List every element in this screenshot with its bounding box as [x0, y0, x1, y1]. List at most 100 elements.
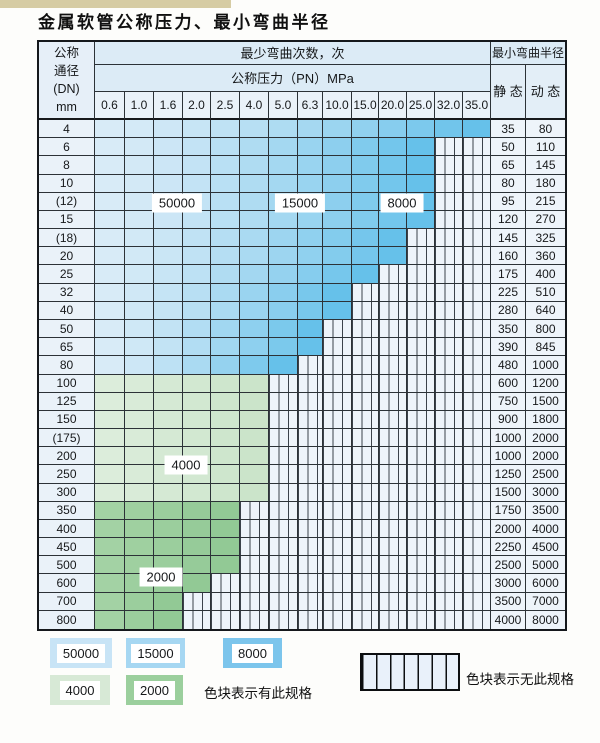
static-radius-value: 80	[491, 174, 526, 193]
unavailable-spec-cell	[379, 283, 407, 302]
available-spec-cell	[125, 519, 154, 539]
available-spec-cell	[154, 410, 183, 430]
unavailable-spec-cell	[379, 447, 407, 466]
available-spec-cell	[269, 174, 298, 193]
unavailable-spec-cell	[407, 410, 435, 430]
available-spec-cell	[211, 429, 240, 448]
unavailable-spec-cell	[379, 483, 407, 502]
available-spec-cell	[269, 301, 298, 320]
cycle-count-label: 8000	[380, 193, 424, 213]
available-spec-cell	[125, 319, 154, 339]
available-spec-cell	[154, 301, 183, 320]
pressure-column-header: 15.0	[352, 92, 379, 120]
available-spec-cell	[211, 501, 240, 520]
available-spec-cell	[269, 156, 298, 175]
available-spec-cell	[125, 338, 154, 357]
available-spec-cell	[183, 120, 211, 139]
available-spec-cell	[323, 247, 352, 266]
unavailable-spec-cell	[435, 429, 463, 448]
unavailable-spec-cell	[435, 301, 463, 320]
available-spec-cell	[183, 483, 211, 502]
pressure-column-header: 2.0	[183, 92, 211, 120]
unavailable-spec-cell	[323, 556, 352, 575]
unavailable-spec-cell	[407, 519, 435, 539]
available-spec-cell	[95, 229, 125, 248]
unavailable-spec-cell	[240, 519, 269, 539]
unavailable-spec-cell	[435, 465, 463, 484]
available-spec-cell	[352, 192, 379, 211]
available-spec-cell	[125, 374, 154, 393]
available-spec-cell	[95, 465, 125, 484]
available-spec-cell	[95, 356, 125, 375]
unavailable-spec-cell	[379, 265, 407, 284]
static-radius-value: 175	[491, 265, 526, 284]
unavailable-spec-cell	[298, 374, 323, 393]
static-radius-value: 95	[491, 192, 526, 211]
available-spec-cell	[154, 610, 183, 629]
static-radius-value: 65	[491, 156, 526, 175]
unavailable-spec-cell	[435, 483, 463, 502]
available-spec-cell	[298, 265, 323, 284]
row-dn-label: 10	[39, 174, 95, 193]
dynamic-radius-value: 360	[526, 247, 565, 266]
unavailable-spec-cell	[352, 392, 379, 411]
unavailable-spec-cell	[240, 610, 269, 629]
available-spec-cell	[298, 338, 323, 357]
available-spec-cell	[211, 138, 240, 157]
pressure-column-header: 2.5	[211, 92, 240, 120]
corner-line-1: 公称	[53, 46, 79, 60]
unavailable-spec-cell	[435, 410, 463, 430]
unavailable-spec-cell	[407, 574, 435, 593]
static-radius-value: 160	[491, 247, 526, 266]
available-spec-cell	[240, 138, 269, 157]
static-radius-value: 225	[491, 283, 526, 302]
unavailable-spec-cell	[352, 465, 379, 484]
static-radius-value: 145	[491, 229, 526, 248]
dynamic-radius-value: 80	[526, 120, 565, 139]
available-spec-cell	[352, 247, 379, 266]
dynamic-radius-value: 8000	[526, 610, 565, 629]
unavailable-spec-cell	[269, 501, 298, 520]
bend-cycles-header: 最少弯曲次数，次	[95, 42, 491, 65]
static-radius-value: 600	[491, 374, 526, 393]
unavailable-spec-cell	[463, 519, 491, 539]
available-spec-cell	[269, 138, 298, 157]
available-spec-cell	[154, 265, 183, 284]
available-spec-cell	[125, 192, 154, 211]
row-dn-label: 50	[39, 319, 95, 339]
available-spec-cell	[154, 247, 183, 266]
available-spec-cell	[352, 120, 379, 139]
unavailable-spec-cell	[379, 338, 407, 357]
available-spec-cell	[379, 120, 407, 139]
unavailable-spec-cell	[435, 283, 463, 302]
dynamic-radius-value: 2000	[526, 429, 565, 448]
available-spec-cell	[240, 210, 269, 230]
available-spec-cell	[211, 556, 240, 575]
unavailable-spec-cell	[352, 338, 379, 357]
pressure-column-header: 20.0	[379, 92, 407, 120]
pressure-column-header: 4.0	[240, 92, 269, 120]
unavailable-spec-cell	[463, 410, 491, 430]
unavailable-spec-cell	[463, 229, 491, 248]
available-spec-cell	[154, 283, 183, 302]
available-spec-cell	[211, 465, 240, 484]
unavailable-spec-cell	[298, 429, 323, 448]
unavailable-spec-cell	[323, 610, 352, 629]
unavailable-spec-cell	[323, 356, 352, 375]
unavailable-spec-cell	[407, 592, 435, 611]
unavailable-spec-cell	[435, 447, 463, 466]
row-dn-label: 25	[39, 265, 95, 284]
row-dn-label: 700	[39, 592, 95, 611]
static-radius-value: 480	[491, 356, 526, 375]
unavailable-spec-cell	[379, 374, 407, 393]
available-spec-cell	[95, 538, 125, 557]
available-spec-cell	[298, 138, 323, 157]
unavailable-spec-cell	[435, 138, 463, 157]
available-spec-cell	[211, 374, 240, 393]
available-spec-cell	[95, 574, 125, 593]
available-spec-cell	[352, 174, 379, 193]
available-spec-cell	[183, 429, 211, 448]
available-spec-cell	[183, 319, 211, 339]
available-spec-cell	[125, 247, 154, 266]
unavailable-spec-cell	[323, 447, 352, 466]
